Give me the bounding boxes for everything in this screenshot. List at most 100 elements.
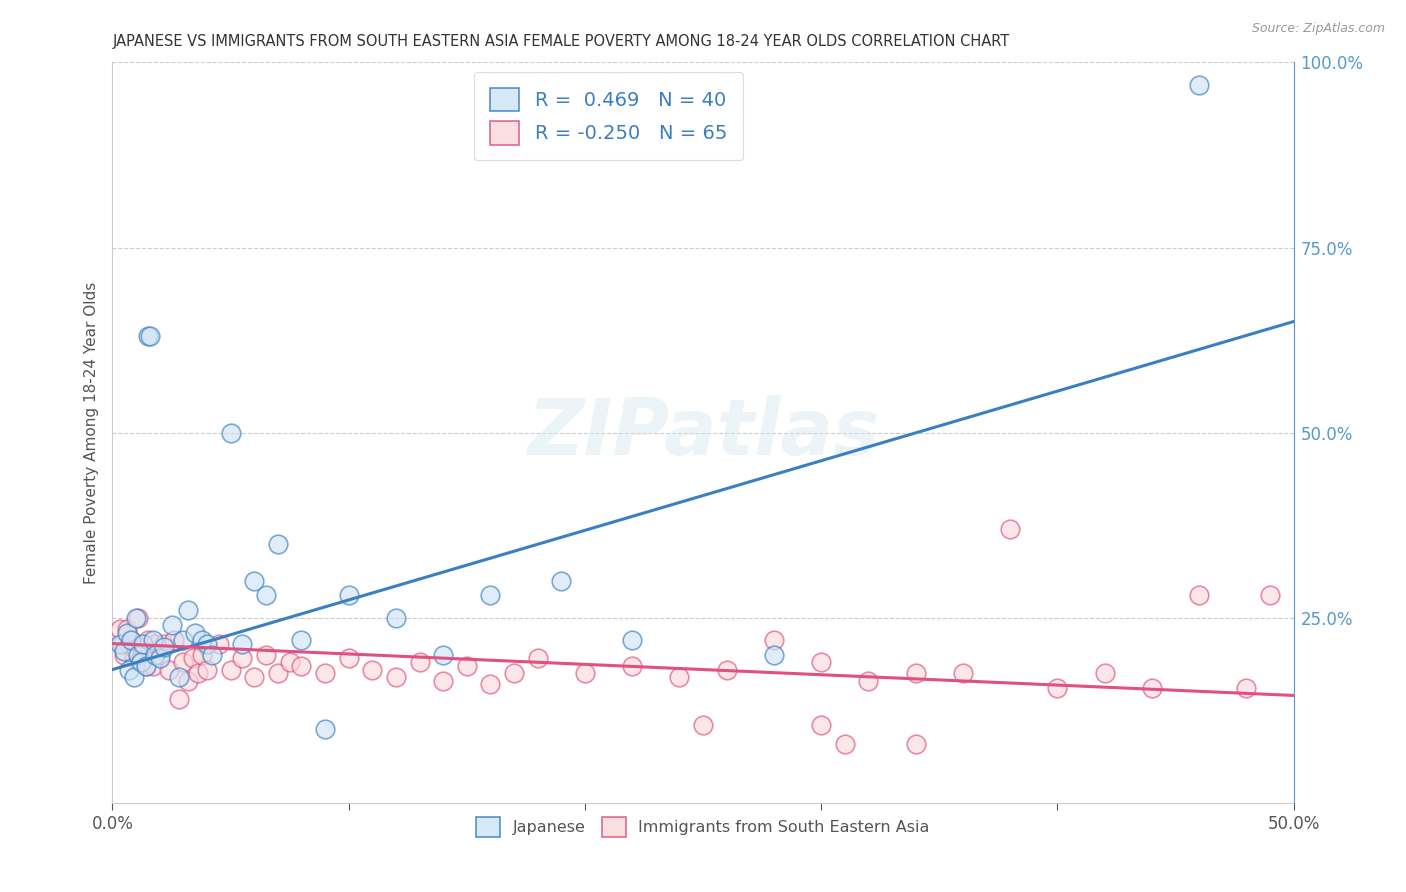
- Immigrants from South Eastern Asia: [191, 648, 214, 662]
- Immigrants from South Eastern Asia: [278, 655, 301, 669]
- Immigrants from South Eastern Asia: [267, 666, 290, 681]
- Japanese: [191, 632, 214, 647]
- Immigrants from South Eastern Asia: [177, 673, 200, 688]
- Japanese: [142, 632, 165, 647]
- Legend: Japanese, Immigrants from South Eastern Asia: Japanese, Immigrants from South Eastern …: [470, 811, 936, 843]
- Immigrants from South Eastern Asia: [456, 658, 478, 673]
- Immigrants from South Eastern Asia: [762, 632, 785, 647]
- Immigrants from South Eastern Asia: [503, 666, 526, 681]
- Immigrants from South Eastern Asia: [314, 666, 336, 681]
- Japanese: [337, 589, 360, 603]
- Japanese: [125, 610, 148, 624]
- Immigrants from South Eastern Asia: [149, 648, 172, 662]
- Immigrants from South Eastern Asia: [361, 663, 384, 677]
- Immigrants from South Eastern Asia: [1046, 681, 1069, 695]
- Immigrants from South Eastern Asia: [621, 658, 644, 673]
- Immigrants from South Eastern Asia: [118, 637, 141, 651]
- Immigrants from South Eastern Asia: [337, 651, 360, 665]
- Immigrants from South Eastern Asia: [952, 666, 974, 681]
- Immigrants from South Eastern Asia: [115, 622, 138, 636]
- Immigrants from South Eastern Asia: [181, 651, 204, 665]
- Japanese: [621, 632, 644, 647]
- Immigrants from South Eastern Asia: [127, 610, 149, 624]
- Immigrants from South Eastern Asia: [810, 718, 832, 732]
- Immigrants from South Eastern Asia: [479, 677, 502, 691]
- Immigrants from South Eastern Asia: [1188, 589, 1211, 603]
- Immigrants from South Eastern Asia: [157, 663, 180, 677]
- Japanese: [167, 670, 190, 684]
- Japanese: [314, 722, 336, 736]
- Japanese: [129, 655, 152, 669]
- Japanese: [115, 625, 138, 640]
- Immigrants from South Eastern Asia: [243, 670, 266, 684]
- Immigrants from South Eastern Asia: [998, 522, 1021, 536]
- Japanese: [122, 670, 145, 684]
- Immigrants from South Eastern Asia: [186, 666, 208, 681]
- Immigrants from South Eastern Asia: [834, 737, 856, 751]
- Immigrants from South Eastern Asia: [208, 637, 231, 651]
- Japanese: [143, 648, 166, 662]
- Japanese: [432, 648, 454, 662]
- Immigrants from South Eastern Asia: [142, 658, 165, 673]
- Japanese: [219, 425, 242, 440]
- Immigrants from South Eastern Asia: [132, 640, 155, 655]
- Immigrants from South Eastern Asia: [858, 673, 880, 688]
- Immigrants from South Eastern Asia: [136, 632, 159, 647]
- Immigrants from South Eastern Asia: [231, 651, 253, 665]
- Immigrants from South Eastern Asia: [408, 655, 430, 669]
- Japanese: [108, 637, 131, 651]
- Japanese: [385, 610, 408, 624]
- Immigrants from South Eastern Asia: [254, 648, 277, 662]
- Immigrants from South Eastern Asia: [692, 718, 714, 732]
- Immigrants from South Eastern Asia: [1094, 666, 1116, 681]
- Immigrants from South Eastern Asia: [574, 666, 596, 681]
- Immigrants from South Eastern Asia: [526, 651, 548, 665]
- Japanese: [243, 574, 266, 588]
- Japanese: [254, 589, 277, 603]
- Immigrants from South Eastern Asia: [163, 632, 186, 647]
- Japanese: [550, 574, 572, 588]
- Y-axis label: Female Poverty Among 18-24 Year Olds: Female Poverty Among 18-24 Year Olds: [83, 282, 98, 583]
- Japanese: [267, 536, 290, 550]
- Japanese: [195, 637, 218, 651]
- Immigrants from South Eastern Asia: [290, 658, 312, 673]
- Japanese: [762, 648, 785, 662]
- Immigrants from South Eastern Asia: [385, 670, 408, 684]
- Japanese: [136, 329, 159, 343]
- Immigrants from South Eastern Asia: [108, 622, 131, 636]
- Immigrants from South Eastern Asia: [139, 644, 162, 658]
- Immigrants from South Eastern Asia: [716, 663, 738, 677]
- Text: JAPANESE VS IMMIGRANTS FROM SOUTH EASTERN ASIA FEMALE POVERTY AMONG 18-24 YEAR O: JAPANESE VS IMMIGRANTS FROM SOUTH EASTER…: [112, 34, 1010, 49]
- Immigrants from South Eastern Asia: [122, 651, 145, 665]
- Japanese: [231, 637, 253, 651]
- Japanese: [153, 640, 176, 655]
- Immigrants from South Eastern Asia: [112, 648, 135, 662]
- Japanese: [201, 648, 224, 662]
- Immigrants from South Eastern Asia: [1258, 589, 1281, 603]
- Japanese: [118, 663, 141, 677]
- Immigrants from South Eastern Asia: [904, 737, 927, 751]
- Immigrants from South Eastern Asia: [810, 655, 832, 669]
- Immigrants from South Eastern Asia: [1234, 681, 1257, 695]
- Japanese: [290, 632, 312, 647]
- Immigrants from South Eastern Asia: [172, 655, 194, 669]
- Japanese: [135, 658, 157, 673]
- Japanese: [120, 632, 142, 647]
- Immigrants from South Eastern Asia: [120, 632, 142, 647]
- Japanese: [184, 625, 207, 640]
- Japanese: [149, 651, 172, 665]
- Immigrants from South Eastern Asia: [125, 644, 148, 658]
- Immigrants from South Eastern Asia: [432, 673, 454, 688]
- Immigrants from South Eastern Asia: [167, 692, 190, 706]
- Immigrants from South Eastern Asia: [1140, 681, 1163, 695]
- Japanese: [1188, 78, 1211, 92]
- Immigrants from South Eastern Asia: [129, 655, 152, 669]
- Immigrants from South Eastern Asia: [195, 663, 218, 677]
- Japanese: [127, 648, 149, 662]
- Immigrants from South Eastern Asia: [135, 658, 157, 673]
- Text: Source: ZipAtlas.com: Source: ZipAtlas.com: [1251, 22, 1385, 36]
- Immigrants from South Eastern Asia: [153, 637, 176, 651]
- Immigrants from South Eastern Asia: [668, 670, 690, 684]
- Immigrants from South Eastern Asia: [219, 663, 242, 677]
- Japanese: [139, 329, 162, 343]
